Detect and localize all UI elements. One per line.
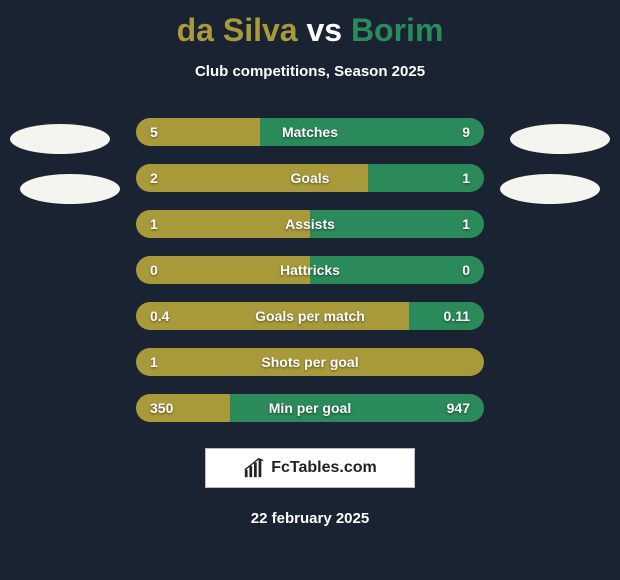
comparison-title: da Silva vs Borim [0, 0, 620, 49]
stat-rows: 59Matches 21Goals 11Assists 00Hattricks 0.40… [0, 118, 620, 422]
stat-row: 1Shots per goal [136, 348, 484, 376]
stat-row: 350947Min per goal [136, 394, 484, 422]
stat-label: Min per goal [136, 394, 484, 422]
stat-label: Assists [136, 210, 484, 238]
decorative-ellipse-top-right [510, 124, 610, 154]
decorative-ellipse-bottom-right [500, 174, 600, 204]
chart-icon [243, 457, 265, 479]
title-vs: vs [306, 12, 342, 48]
stat-row: 00Hattricks [136, 256, 484, 284]
stat-row: 59Matches [136, 118, 484, 146]
stat-row: 11Assists [136, 210, 484, 238]
subtitle: Club competitions, Season 2025 [0, 63, 620, 80]
stat-label: Shots per goal [136, 348, 484, 376]
stat-label: Matches [136, 118, 484, 146]
player1-name: da Silva [177, 12, 298, 48]
footer-logo-text: FcTables.com [271, 459, 377, 477]
footer-logo: FcTables.com [205, 448, 415, 488]
stat-label: Hattricks [136, 256, 484, 284]
footer-date: 22 february 2025 [0, 510, 620, 527]
stat-label: Goals per match [136, 302, 484, 330]
decorative-ellipse-bottom-left [20, 174, 120, 204]
player2-name: Borim [351, 12, 443, 48]
stat-row: 0.40.11Goals per match [136, 302, 484, 330]
stat-row: 21Goals [136, 164, 484, 192]
decorative-ellipse-top-left [10, 124, 110, 154]
stat-label: Goals [136, 164, 484, 192]
